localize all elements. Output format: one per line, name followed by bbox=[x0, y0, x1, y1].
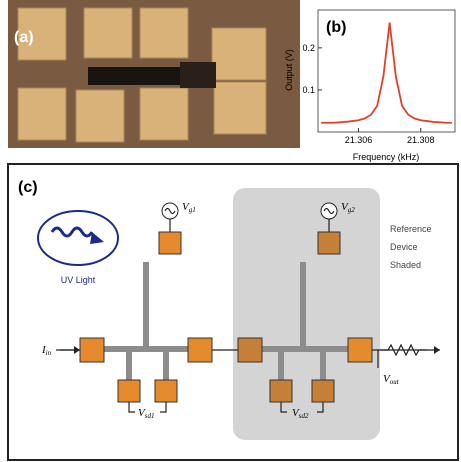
x-tick-label: 21.306 bbox=[345, 135, 373, 145]
symbol-sub: out bbox=[390, 378, 400, 386]
y-tick-label: 0.2 bbox=[302, 43, 315, 53]
x-axis-label: Frequency (kHz) bbox=[353, 152, 420, 162]
figure: (a) (b) Frequency (kHz) Output (V) 21.30… bbox=[0, 0, 461, 462]
symbol: Vg1 bbox=[182, 201, 196, 214]
reference-text: Device bbox=[390, 242, 418, 252]
symbol-sub: in bbox=[46, 349, 52, 357]
symbol: Iin bbox=[41, 344, 52, 357]
symbol: Vsd1 bbox=[138, 407, 154, 420]
circuit-diagram: (c) UV Light Refe bbox=[8, 164, 458, 460]
panel-label: (b) bbox=[326, 19, 346, 36]
symbol-sub: sd1 bbox=[145, 412, 155, 420]
symbol-sub: g1 bbox=[189, 206, 196, 214]
y-axis-label: Output (V) bbox=[284, 49, 294, 91]
reference-text: Shaded bbox=[390, 260, 421, 270]
resonance-chart: (b) Frequency (kHz) Output (V) 21.306 21.… bbox=[284, 10, 455, 162]
panel-label: (a) bbox=[14, 29, 34, 46]
x-tick-label: 21.308 bbox=[407, 135, 435, 145]
uv-label: UV Light bbox=[61, 275, 96, 285]
symbol: Vout bbox=[383, 373, 400, 386]
micrograph: (a) bbox=[8, 0, 300, 148]
symbol-sub: g2 bbox=[348, 206, 356, 214]
y-tick-label: 0.1 bbox=[302, 85, 315, 95]
symbol-sub: sd2 bbox=[299, 412, 309, 420]
line-series bbox=[321, 23, 452, 123]
reference-text: Reference bbox=[390, 224, 432, 234]
panel-label: (c) bbox=[18, 179, 38, 196]
